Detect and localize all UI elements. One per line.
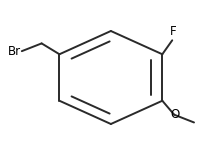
Text: Br: Br: [8, 45, 21, 58]
Text: F: F: [170, 25, 177, 38]
Text: O: O: [170, 108, 179, 121]
